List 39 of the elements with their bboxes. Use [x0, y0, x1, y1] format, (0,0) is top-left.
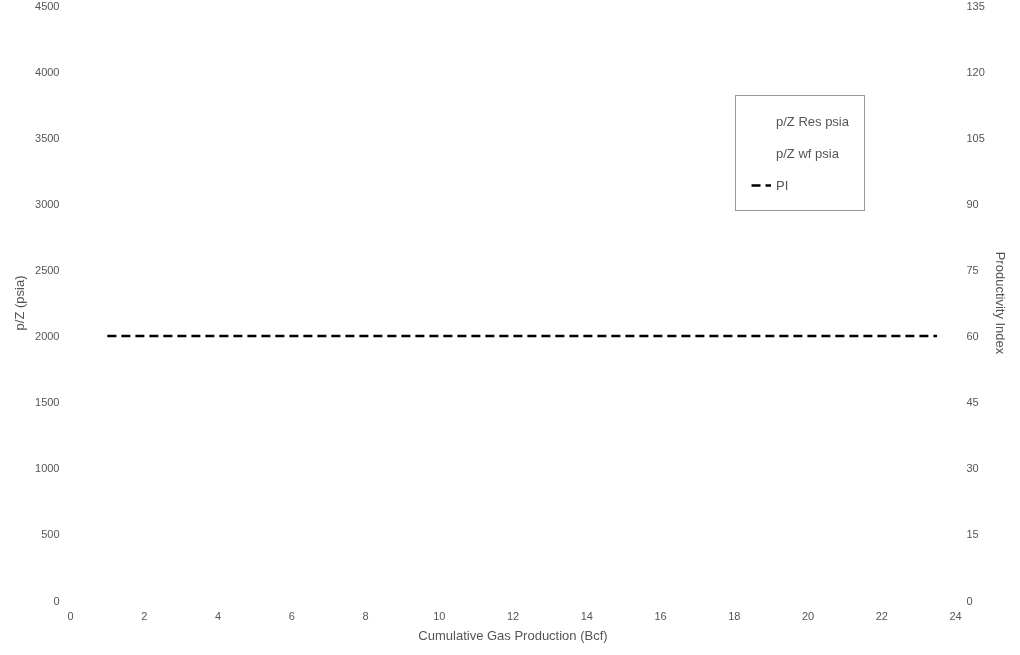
x-tick-label: 8 [362, 609, 369, 622]
y-tick-label: 1000 [35, 462, 60, 475]
x-tick-label: 16 [654, 609, 667, 622]
y-tick-label: 4000 [35, 65, 60, 78]
x-tick-label: 18 [728, 609, 741, 622]
y-tick-label: 0 [53, 594, 60, 607]
y2-tick-label: 15 [966, 528, 979, 541]
x-tick-label: 12 [506, 609, 520, 622]
y-axis-title: p/Z (psia) [12, 275, 28, 331]
text: p/Z Res psia [776, 113, 849, 129]
y2-tick-label: 0 [966, 594, 973, 607]
y2-tick-label: 45 [966, 396, 979, 409]
y2-tick-label: 75 [966, 263, 979, 276]
y-tick-label: 4500 [35, 0, 60, 12]
y-tick-label: 2000 [35, 330, 60, 343]
x-axis-title: Cumulative Gas Production (Bcf) [418, 627, 608, 643]
y2-tick-label: 120 [966, 65, 985, 78]
y2-tick-label: 30 [966, 462, 979, 475]
y-tick-label: 1500 [35, 396, 60, 409]
x-tick-label: 24 [949, 609, 962, 622]
x-tick-label: 2 [141, 609, 148, 622]
x-tick-label: 20 [801, 609, 815, 622]
text: p/Z wf psia [776, 145, 839, 161]
y2-tick-label: 105 [966, 131, 985, 144]
y-tick-label: 500 [41, 528, 60, 541]
legend-label: PI [776, 177, 790, 193]
y-tick-label: 3000 [35, 197, 60, 210]
x-tick-label: 14 [580, 609, 593, 622]
x-tick-label: 6 [288, 609, 295, 622]
y-tick-label: 2500 [35, 263, 60, 276]
y2-tick-label: 135 [966, 0, 985, 12]
x-tick-label: 22 [875, 609, 888, 622]
y2-tick-label: 60 [966, 330, 979, 343]
y2-tick-label: 90 [966, 197, 979, 210]
x-tick-label: 4 [214, 609, 222, 622]
y-tick-label: 3500 [35, 131, 60, 144]
x-tick-label: 10 [433, 609, 446, 622]
y2-axis-title: Productivity Index [992, 251, 1008, 355]
x-tick-label: 0 [67, 609, 74, 622]
